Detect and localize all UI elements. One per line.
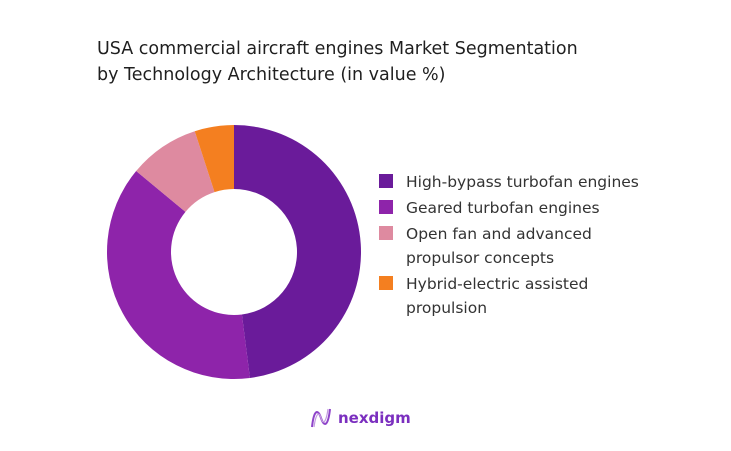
- legend-item: Hybrid-electric assisted propulsion: [379, 272, 639, 320]
- legend-label: High-bypass turbofan engines: [406, 173, 639, 191]
- legend-swatch: [379, 276, 393, 290]
- donut-slice: [194, 125, 234, 193]
- logo-text: nexdigm: [338, 409, 411, 427]
- legend-swatch: [379, 226, 393, 240]
- donut-slice: [106, 171, 250, 379]
- donut-slice: [136, 131, 215, 212]
- legend-item: Open fan and advanced propulsor concepts: [379, 222, 639, 270]
- legend: High-bypass turbofan engines Geared turb…: [379, 170, 639, 322]
- legend-label: Open fan and advanced propulsor concepts: [406, 225, 592, 267]
- donut-slice: [234, 125, 362, 378]
- legend-swatch: [379, 174, 393, 188]
- legend-label: Hybrid-electric assisted propulsion: [406, 275, 589, 317]
- nexdigm-logo: nexdigm: [310, 407, 411, 429]
- chart-title: USA commercial aircraft engines Market S…: [97, 36, 578, 88]
- chart-title-line-2: by Technology Architecture (in value %): [97, 65, 446, 85]
- legend-item: Geared turbofan engines: [379, 196, 639, 220]
- legend-label: Geared turbofan engines: [406, 199, 600, 217]
- chart-title-line-1: USA commercial aircraft engines Market S…: [97, 39, 578, 59]
- legend-item: High-bypass turbofan engines: [379, 170, 639, 194]
- legend-swatch: [379, 200, 393, 214]
- logo-wave-icon: [311, 408, 331, 428]
